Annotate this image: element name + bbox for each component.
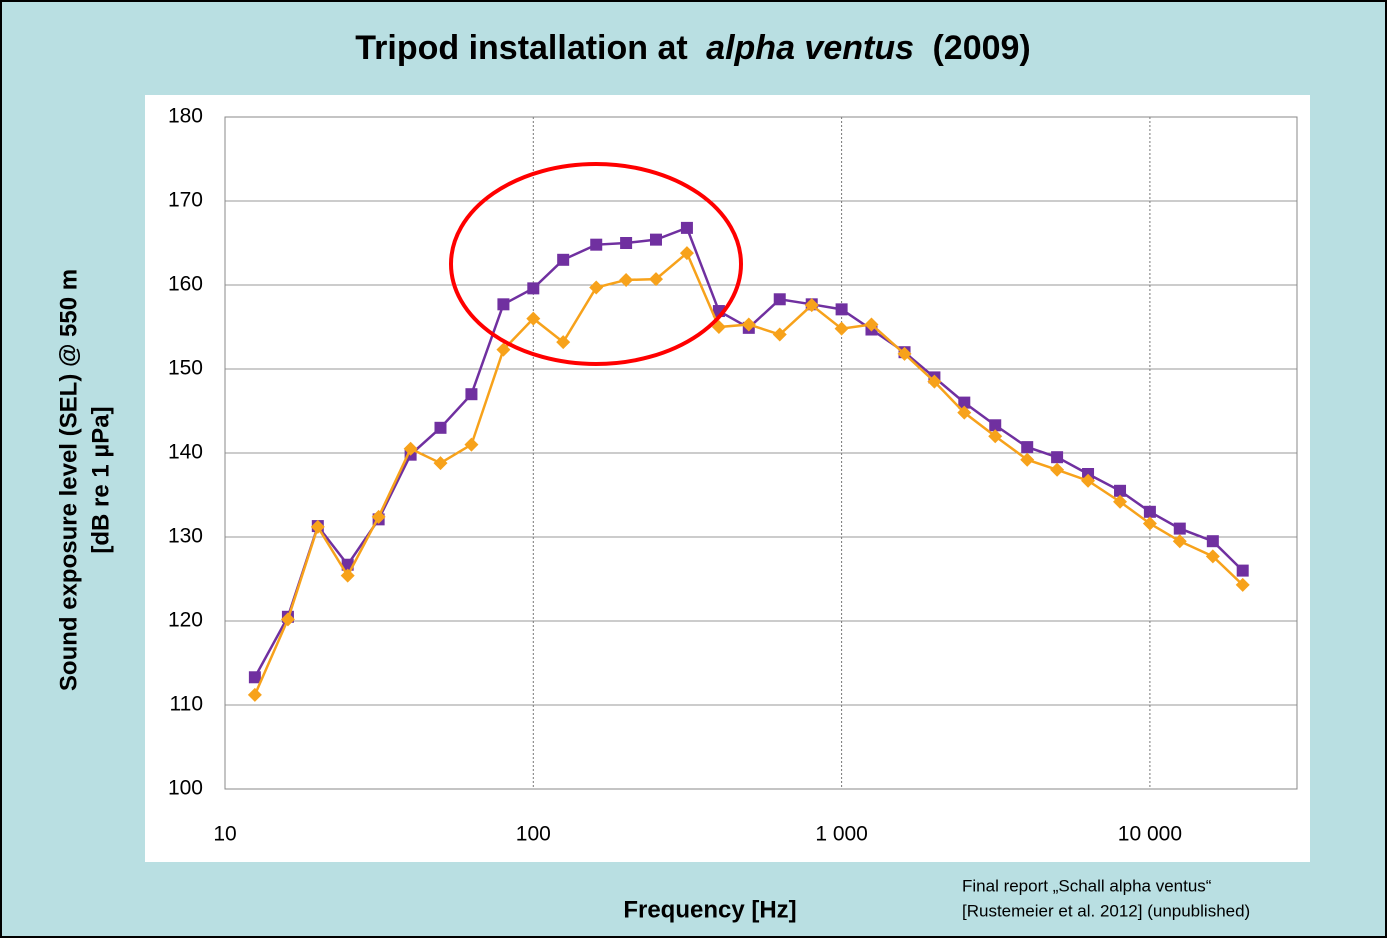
- point: [989, 419, 1002, 432]
- point: [1143, 505, 1156, 518]
- y-tick-label: 170: [168, 189, 203, 212]
- y-tick-label: 160: [168, 273, 203, 296]
- point: [248, 671, 261, 684]
- title-part: (2009): [932, 29, 1030, 67]
- point: [1113, 494, 1128, 509]
- point: [433, 456, 448, 471]
- point: [589, 280, 604, 295]
- point: [464, 437, 479, 452]
- plot-border: [224, 116, 1298, 790]
- y-axis-label-line: [dB re 1 µPa]: [87, 406, 114, 553]
- highlight-ellipse: [449, 162, 743, 366]
- point: [988, 429, 1003, 444]
- point: [958, 396, 971, 409]
- point: [1114, 484, 1127, 497]
- point: [649, 233, 662, 246]
- y-tick-label: 100: [168, 777, 203, 800]
- point: [371, 509, 386, 524]
- point: [1205, 549, 1220, 564]
- point: [1021, 441, 1034, 454]
- y-tick-label: 140: [168, 441, 203, 464]
- point: [864, 317, 879, 332]
- plot-area: 100 110 120 130 140 150 160 170 180 10 100 1 000 10 …: [168, 105, 1298, 846]
- point: [465, 388, 478, 401]
- point: [957, 405, 972, 420]
- point: [620, 237, 633, 249]
- point: [556, 335, 571, 350]
- point: [527, 282, 540, 295]
- y-axis-label: Sound exposure level (SEL) @ 550 m [dB r…: [55, 269, 114, 691]
- plot-panel: [145, 95, 1310, 862]
- point: [1020, 452, 1035, 467]
- point: [340, 568, 355, 583]
- y-tick-label: 130: [168, 525, 203, 548]
- point: [434, 421, 447, 434]
- point: [741, 317, 756, 332]
- point: [310, 519, 325, 534]
- chart-title: Tripod installation at alpha ventus (200…: [355, 29, 1031, 67]
- point: [1172, 534, 1187, 549]
- point: [403, 441, 418, 456]
- point: [1051, 451, 1064, 464]
- point: [927, 374, 942, 389]
- y-tick-label: 150: [168, 357, 203, 380]
- point: [834, 321, 849, 336]
- point: [1206, 535, 1219, 548]
- point: [835, 303, 848, 316]
- y-tick-label: 120: [168, 609, 203, 632]
- point: [526, 311, 541, 326]
- point: [772, 327, 787, 342]
- x-tick-label: 10: [213, 823, 236, 846]
- x-tick-label: 10 000: [1118, 823, 1182, 846]
- title-part: alpha ventus: [706, 29, 914, 67]
- x-tick-label: 100: [516, 823, 551, 846]
- point: [496, 342, 511, 357]
- point: [1050, 462, 1065, 477]
- title-part: Tripod installation at: [355, 29, 687, 67]
- point: [897, 346, 912, 361]
- point: [1235, 577, 1250, 592]
- y-axis-label-line: Sound exposure level (SEL) @ 550 m: [55, 269, 82, 691]
- point: [497, 298, 510, 311]
- source-note: Final report „Schall alpha ventus“: [962, 876, 1212, 895]
- point: [1173, 522, 1186, 535]
- y-tick-label: 180: [168, 105, 203, 128]
- point: [557, 253, 570, 266]
- point: [804, 298, 819, 313]
- y-tick-label: 110: [170, 693, 203, 716]
- point: [679, 246, 694, 261]
- point: [680, 221, 693, 234]
- point: [280, 612, 295, 627]
- point: [590, 238, 603, 251]
- point: [648, 272, 663, 287]
- point: [247, 687, 262, 702]
- x-tick-label: 1 000: [815, 823, 868, 846]
- point: [1236, 564, 1249, 577]
- point: [1081, 473, 1096, 488]
- source-note: [Rustemeier et al. 2012] (unpublished): [962, 901, 1250, 920]
- point: [1142, 516, 1157, 531]
- x-axis-label: Frequency [Hz]: [623, 896, 796, 923]
- point: [619, 272, 634, 287]
- point: [773, 293, 786, 306]
